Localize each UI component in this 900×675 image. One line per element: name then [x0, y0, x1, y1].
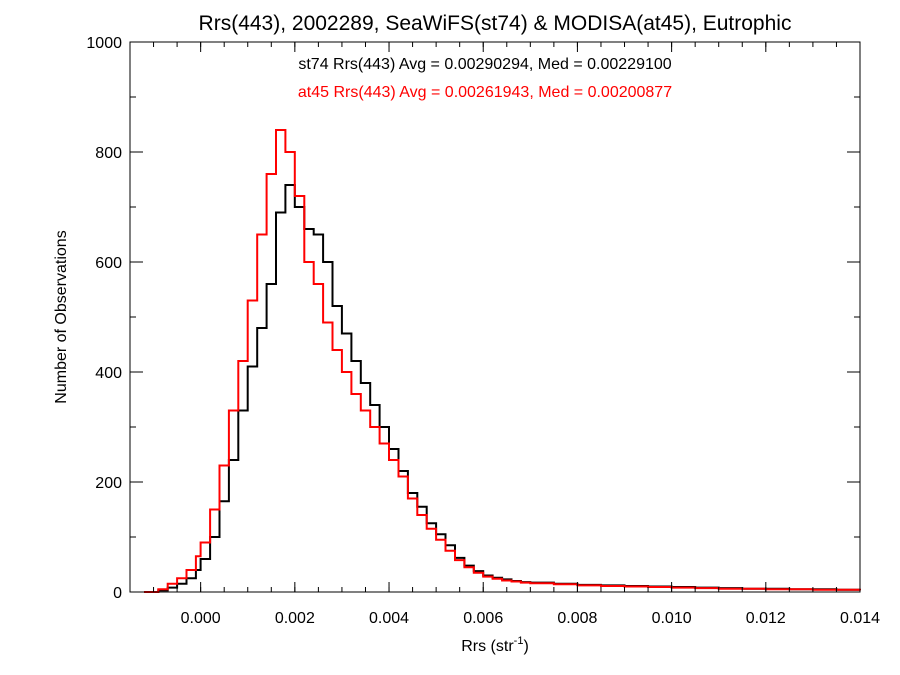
x-axis: 0.000 0.002 0.004 0.006 0.008 0.010 0.012 0.014	[129, 42, 880, 627]
plot-frame	[129, 41, 861, 593]
y-tick-label: 600	[95, 255, 122, 272]
x-tick-label: 0.004	[369, 610, 409, 627]
x-axis-label: Rrs (str-1)	[461, 635, 529, 655]
x-axis-label-close: )	[523, 638, 528, 655]
y-tick-label: 1000	[86, 35, 122, 52]
x-axis-label-superscript: -1	[514, 635, 524, 647]
x-tick-label: 0.010	[652, 610, 692, 627]
annotation-at45: at45 Rrs(443) Avg = 0.00261943, Med = 0.…	[298, 84, 672, 101]
annotation-st74: st74 Rrs(443) Avg = 0.00290294, Med = 0.…	[298, 56, 671, 73]
chart-title: Rrs(443), 2002289, SeaWiFS(st74) & MODIS…	[199, 12, 792, 35]
series-line-1	[144, 184, 860, 593]
x-tick-label: 0.008	[557, 610, 597, 627]
series-layer	[144, 129, 861, 593]
y-tick-label: 800	[95, 145, 122, 162]
y-tick-label: 200	[95, 475, 122, 492]
x-tick-label: 0.014	[840, 610, 880, 627]
y-axis: 0 200 400 600 800 1000	[86, 35, 860, 602]
y-tick-label: 0	[113, 585, 122, 602]
x-tick-label: 0.000	[181, 610, 221, 627]
y-axis-label: Number of Observations	[53, 230, 70, 403]
x-tick-label: 0.002	[275, 610, 315, 627]
series-line-2	[144, 129, 861, 593]
x-tick-label: 0.006	[463, 610, 503, 627]
x-axis-label-main: Rrs (str	[461, 638, 514, 655]
x-tick-label: 0.012	[746, 610, 786, 627]
y-tick-label: 400	[95, 365, 122, 382]
